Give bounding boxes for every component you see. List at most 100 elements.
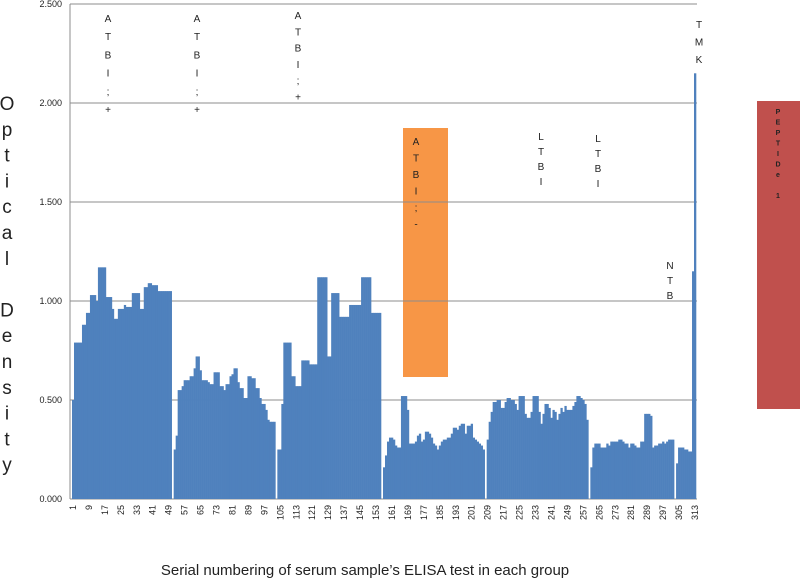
bar [558, 413, 561, 499]
bar [662, 441, 665, 499]
x-tick-label: 137 [339, 505, 349, 520]
bar [297, 386, 300, 499]
bar [323, 277, 326, 499]
bar [347, 316, 350, 499]
bar [83, 324, 87, 499]
bar [193, 368, 196, 499]
bar [277, 449, 280, 499]
bar [608, 445, 611, 499]
bar [249, 376, 252, 499]
bar [317, 277, 320, 499]
bar [211, 384, 214, 499]
bar [335, 293, 338, 499]
bar [353, 304, 356, 499]
bar [474, 439, 478, 499]
bar [313, 364, 316, 499]
bar [89, 295, 93, 499]
bar [279, 449, 282, 499]
bar [219, 386, 222, 499]
bar [147, 283, 151, 499]
bar [233, 368, 236, 499]
bar [325, 277, 328, 499]
x-tick-label: 9 [84, 505, 94, 510]
x-tick-label: 49 [164, 505, 174, 515]
bar [213, 372, 216, 499]
bar [482, 449, 485, 499]
bar [363, 277, 366, 499]
bar [692, 271, 695, 499]
x-tick-label: 217 [499, 505, 509, 520]
bar [570, 409, 573, 499]
bar [285, 342, 288, 499]
x-tick-label: 193 [451, 505, 461, 520]
x-tick-label: 169 [403, 505, 413, 520]
bars [72, 73, 697, 500]
bar [512, 400, 515, 499]
bar [584, 403, 587, 499]
y-tick-label: 2.500 [39, 0, 62, 9]
bar [153, 285, 157, 499]
bar [688, 451, 691, 499]
bar [624, 443, 627, 499]
bar [690, 451, 693, 499]
y-tick-label: 0.500 [39, 395, 62, 405]
bar [339, 316, 342, 499]
bar [255, 388, 258, 499]
bar [239, 388, 242, 499]
bar [486, 439, 489, 499]
bar [357, 304, 360, 499]
bar [410, 443, 414, 499]
bar [564, 405, 567, 499]
x-tick-label: 145 [355, 505, 365, 520]
bar [237, 382, 240, 499]
x-tick-label: 73 [212, 505, 222, 515]
bar [97, 267, 101, 499]
bar [75, 342, 79, 499]
bar [562, 411, 565, 499]
bar [400, 396, 404, 499]
bar [245, 398, 248, 499]
bar [321, 277, 324, 499]
x-tick-label: 161 [387, 505, 397, 520]
x-tick-label: 273 [610, 505, 620, 520]
x-tick-label: 41 [148, 505, 158, 515]
bar [658, 443, 661, 499]
bar [167, 291, 170, 499]
bar [668, 439, 671, 499]
bar [109, 297, 113, 499]
bar [554, 411, 557, 499]
x-tick-label: 265 [594, 505, 604, 520]
bar [305, 360, 308, 499]
bar [414, 441, 418, 499]
bar [620, 439, 623, 499]
bar [283, 342, 286, 499]
bar [598, 443, 601, 499]
bar [494, 401, 497, 499]
bar [646, 413, 649, 499]
x-tick-label: 81 [227, 505, 237, 515]
bar [386, 441, 390, 499]
bar [371, 312, 374, 499]
bar [438, 445, 442, 499]
x-tick-label: 305 [674, 505, 684, 520]
bar [500, 407, 503, 499]
bar [161, 291, 165, 499]
bar [388, 437, 392, 499]
bar [197, 356, 200, 499]
bar [530, 411, 533, 499]
bar [648, 413, 651, 499]
bar [229, 376, 232, 499]
bar [103, 267, 107, 499]
x-tick-label: 313 [690, 505, 700, 520]
bar [464, 433, 468, 499]
group-box [403, 128, 448, 377]
bar [550, 417, 553, 499]
bar [456, 429, 460, 499]
bar [329, 356, 332, 499]
bar [516, 409, 519, 499]
bar [281, 403, 284, 499]
bar [470, 423, 474, 499]
